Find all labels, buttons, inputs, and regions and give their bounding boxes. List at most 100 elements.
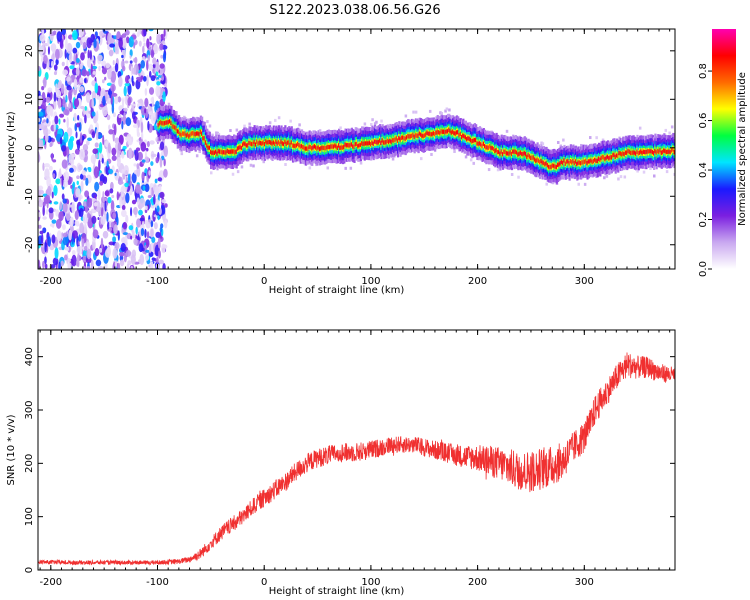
halo-cell [208, 124, 212, 128]
noise-blob [148, 70, 152, 78]
noise-blob [62, 202, 68, 213]
ridge-peak [466, 137, 469, 141]
ridge-peak [217, 149, 220, 154]
noise-blob [134, 56, 138, 64]
ridge-cell [454, 131, 457, 136]
noise-blob [155, 231, 161, 239]
noise-blob [137, 99, 144, 104]
noise-blob [139, 253, 145, 266]
ridge-cell [672, 147, 675, 152]
ridge-cell [636, 149, 639, 154]
ridge-cell [249, 141, 252, 146]
noise-blob [80, 52, 85, 61]
halo-cell [496, 168, 500, 172]
ridge-peak [197, 132, 200, 136]
noise-blob [144, 219, 149, 225]
halo-cell [583, 182, 587, 186]
ridge-peak [231, 150, 234, 154]
ridge-cell [347, 142, 350, 148]
ridge-cell [409, 134, 412, 139]
ridge-peak [329, 145, 332, 149]
noise-blob [53, 64, 58, 71]
ridge-cell [673, 150, 675, 155]
ridge-cell [262, 140, 265, 145]
noise-blob [65, 38, 68, 51]
noise-blob [154, 257, 157, 262]
ridge-peak [225, 151, 228, 155]
noise-blob [132, 124, 139, 129]
ridge-cell [323, 145, 327, 151]
noise-blob [83, 223, 87, 236]
ridge-cell [603, 155, 606, 160]
ridge-peak [613, 153, 616, 157]
noise-blob [121, 204, 126, 211]
ridge-cell [536, 157, 539, 163]
noise-blob [77, 37, 81, 41]
ridge-cell [165, 120, 168, 125]
noise-blob [73, 112, 77, 122]
noise-blob [71, 201, 76, 214]
noise-blob [124, 182, 129, 188]
noise-blob [62, 232, 68, 238]
noise-blob [119, 196, 122, 209]
noise-blob [77, 253, 80, 264]
noise-blob [62, 198, 67, 204]
noise-blob [150, 97, 154, 103]
colorbar-tick-label: 0.2 [698, 212, 709, 228]
halo-cell [380, 119, 383, 123]
x-tick-label: 0 [261, 276, 267, 287]
noise-blob [120, 242, 126, 252]
ridge-cell [267, 139, 270, 145]
noise-blob [66, 76, 71, 82]
ridge-peak [398, 136, 401, 140]
noise-blob [164, 83, 168, 88]
noise-blob [155, 156, 159, 164]
noise-blob [54, 115, 59, 125]
noise-blob [150, 161, 154, 167]
ridge-peak [635, 152, 638, 156]
halo-cell [453, 149, 456, 153]
noise-blob [117, 180, 124, 185]
noise-blob [63, 109, 70, 116]
noise-blob [163, 219, 168, 229]
noise-blob [81, 69, 88, 77]
noise-blob [158, 184, 162, 193]
noise-blob [150, 112, 157, 125]
ridge-cell [581, 160, 584, 165]
noise-blob [82, 143, 89, 151]
ridge-peak [654, 148, 657, 153]
halo-cell [636, 169, 639, 173]
noise-blob [38, 138, 42, 149]
noise-blob [94, 82, 99, 94]
noise-blob [133, 238, 138, 246]
ridge-peak [580, 161, 583, 166]
y-tick-label: -10 [24, 188, 35, 204]
noise-blob [91, 215, 97, 224]
ridge-cell [565, 159, 569, 164]
ridge-peak [352, 144, 355, 148]
noise-blob [136, 163, 140, 170]
ridge-cell [203, 136, 206, 141]
ridge-cell [614, 154, 617, 160]
noise-blob [113, 123, 117, 136]
noise-blob [52, 257, 59, 266]
ridge-cell [460, 134, 464, 140]
noise-blob [122, 232, 129, 236]
ridge-cell [411, 133, 414, 139]
noise-blob [70, 184, 73, 189]
ridge-peak [216, 151, 219, 156]
noise-blob [38, 224, 42, 229]
ridge-peak [376, 140, 379, 144]
ridge-cell [528, 154, 532, 159]
noise-blob [85, 177, 89, 186]
ridge-peak [604, 157, 607, 161]
noise-blob [100, 216, 106, 225]
noise-blob [72, 47, 78, 54]
noise-blob [153, 43, 159, 55]
ridge-peak [594, 157, 597, 162]
noise-blob [78, 234, 82, 242]
noise-blob [44, 241, 47, 253]
halo-cell [601, 138, 605, 142]
noise-blob [101, 90, 106, 96]
noise-blob [82, 41, 87, 50]
